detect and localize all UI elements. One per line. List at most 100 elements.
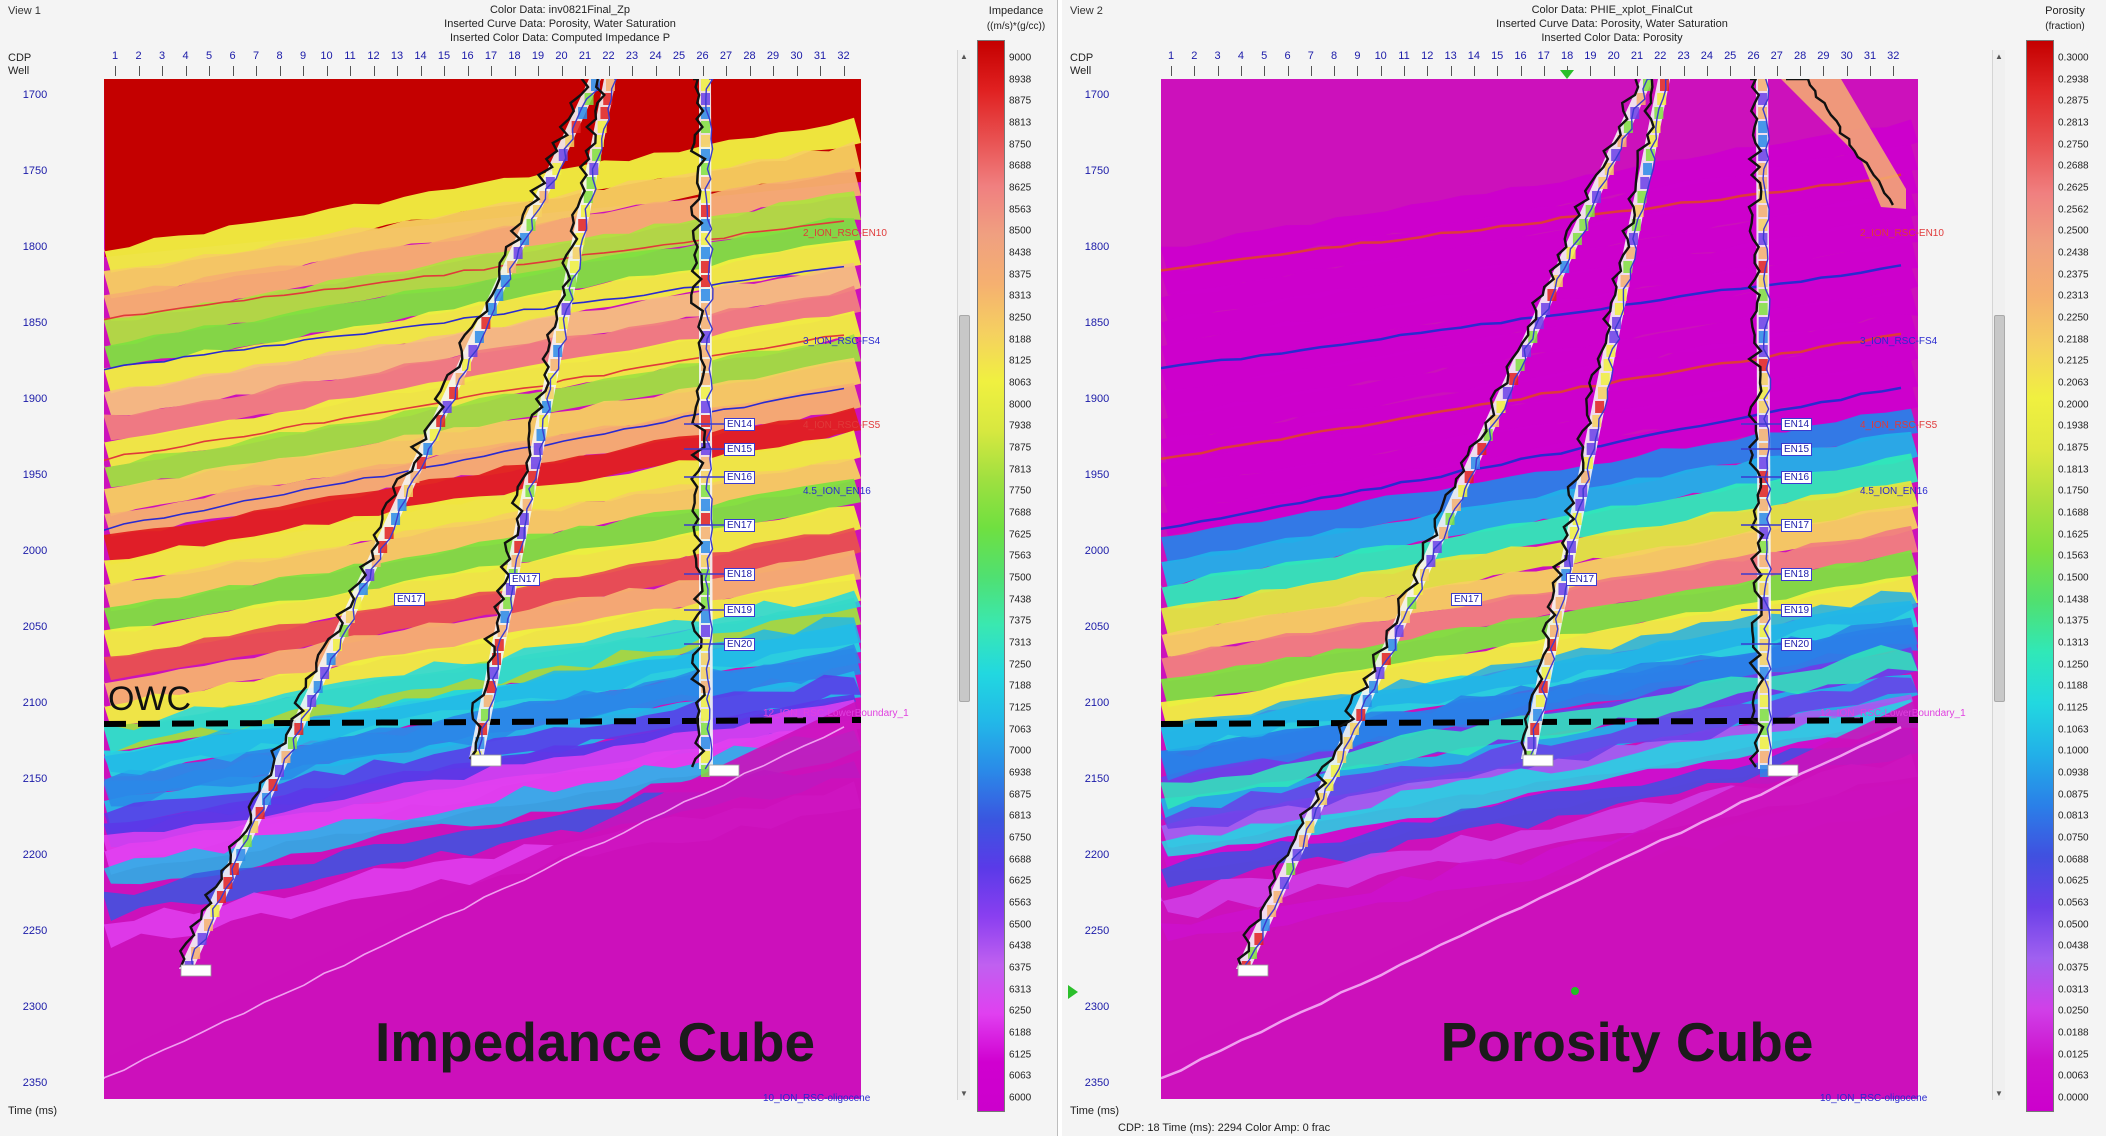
well-log-curve [1236,79,1640,968]
well-log-segment [553,345,563,357]
cdp-tick-mark [1404,66,1405,76]
reflector-band [1161,192,1918,348]
vertical-scrollbar[interactable]: ▲ ▼ [1992,50,2005,1100]
well-log-segment [1490,415,1500,427]
cdp-tick-label: 20 [555,50,568,62]
seismic-section-porosity[interactable] [1161,79,1918,1099]
colorbar-tick-label: 7563 [1009,550,1032,562]
colorbar-tick-label: 0.1563 [2058,550,2089,562]
cdp-tick-mark [1194,66,1196,76]
horizon-label: 4_ION_RSC-FS5 [1860,420,1938,431]
cdp-tick-mark [820,66,821,76]
cdp-tick-mark [1776,66,1778,76]
well-log-segment [1572,513,1582,525]
well-log-segment [603,93,613,105]
cdp-tick-mark [1613,66,1615,76]
colorbar-tick-label: 6875 [1009,789,1032,801]
well-axis-title: Well [1070,65,1092,77]
cdp-tick-label: 22 [1654,50,1667,62]
cube-title: Impedance Cube [374,1011,816,1073]
colorbar-tick-label: 6250 [1009,1005,1032,1017]
well-log-segment [1643,79,1652,91]
seismic-section-impedance[interactable] [104,79,861,1099]
colorbar-tick-label: 0.2938 [2058,74,2089,86]
scrollbar-thumb[interactable] [1994,315,2005,702]
reflector-band [1161,216,1918,372]
scroll-down-icon[interactable]: ▼ [1995,1089,2003,1098]
scroll-up-icon[interactable]: ▲ [960,52,968,61]
cdp-tick-label: 31 [1863,50,1877,62]
lower-reflector-band [1161,676,1918,829]
cdp-axis-title: CDP [8,52,32,64]
cdp-tick-label: 23 [1677,50,1690,62]
scroll-up-icon[interactable]: ▲ [1995,52,2003,61]
header-inserted-color: Inserted Color Data: Computed Impedance … [449,32,671,44]
well-log-segment [1759,709,1769,721]
well-log-segment [1614,303,1624,315]
reflector-band [1161,266,1918,418]
lower-reflector-band [1161,783,1918,942]
well-log-segment [1569,527,1579,539]
vertical-scrollbar[interactable]: ▲ ▼ [957,50,970,1100]
cdp-axis-ticks [0,66,1000,76]
well-log-segment [584,93,594,105]
time-axis-title: Time (ms) [1070,1105,1120,1117]
well-log-segment [1527,737,1537,749]
colorbar-tick-label: 6750 [1009,832,1032,844]
lower-reflector-band [1161,699,1918,857]
cdp-tick-label: 21 [578,50,592,62]
well-log-segment [547,373,557,385]
cdp-tick-label: 1 [111,50,119,62]
well-log-segment [701,415,710,427]
well-log-segment [533,443,543,455]
colorbar-tick-label: 0.2562 [2058,204,2089,216]
cube-title: Porosity Cube [1440,1011,1814,1073]
well-log-segment [1758,275,1768,287]
well-log-segment [701,261,710,273]
current-cdp-marker-icon [1560,70,1575,79]
well-log-segment [294,723,304,735]
scroll-down-icon[interactable]: ▼ [960,1089,968,1098]
colorbar-tick-label: 0.0125 [2058,1049,2089,1061]
well-log-segment [701,513,710,525]
well-top-marker: EN19 [1781,604,1813,617]
well-log-segment [701,667,710,679]
colorbar-tick-label: 0.0938 [2058,767,2089,779]
scrollbar-thumb[interactable] [959,315,970,702]
well-blue-curve [1528,79,1668,760]
colorbar-title: Porosity [2045,5,2085,17]
well-log-segment [600,107,610,119]
well-log-segment [416,457,426,469]
well-log-segment [1581,471,1591,483]
horizon-line [104,387,845,532]
view-header: Color Data: inv0821Final_Zp Inserted Cur… [250,3,870,45]
well-log-segment [542,401,552,413]
reflector-band [104,357,861,517]
well-log-segment [1645,149,1655,161]
colorbar-tick-label: 6438 [1009,940,1032,952]
colorbar-tick-label: 8313 [1009,290,1032,302]
well-log-segment [1759,583,1769,595]
colorbar-tick-label: 7688 [1009,507,1032,519]
well-log-segment [583,191,593,203]
colorbar-tick-label: 0.1438 [2058,594,2089,606]
colorbar-tick-label: 0.0875 [2058,789,2089,801]
well-log-segment [1759,639,1769,651]
colorbar-tick-label: 6625 [1009,875,1032,887]
cdp-tick-label: 28 [743,50,756,62]
well-log-segment [701,583,710,595]
owc-label: OWC [108,680,192,718]
impedance-colorbar: Impedance ((m/s)*(g/cc)) 9000 8938 8875 881… [975,0,1057,1136]
well-top-marker: EN17 [1451,593,1483,606]
cdp-tick-mark [326,66,328,76]
cdp-tick-label: 16 [461,50,474,62]
cdp-tick-mark [1287,66,1289,76]
lower-reflector-band [104,699,861,867]
colorbar-tick-label: 0.0750 [2058,832,2089,844]
time-tick-label: 2050 [1084,621,1110,633]
well-log-segment [564,289,574,301]
well-log-segment [1660,79,1669,91]
colorbar-tick-label: 0.0063 [2058,1070,2089,1082]
reflector-band [104,141,861,299]
colorbar-tick-label: 0.1688 [2058,507,2089,519]
